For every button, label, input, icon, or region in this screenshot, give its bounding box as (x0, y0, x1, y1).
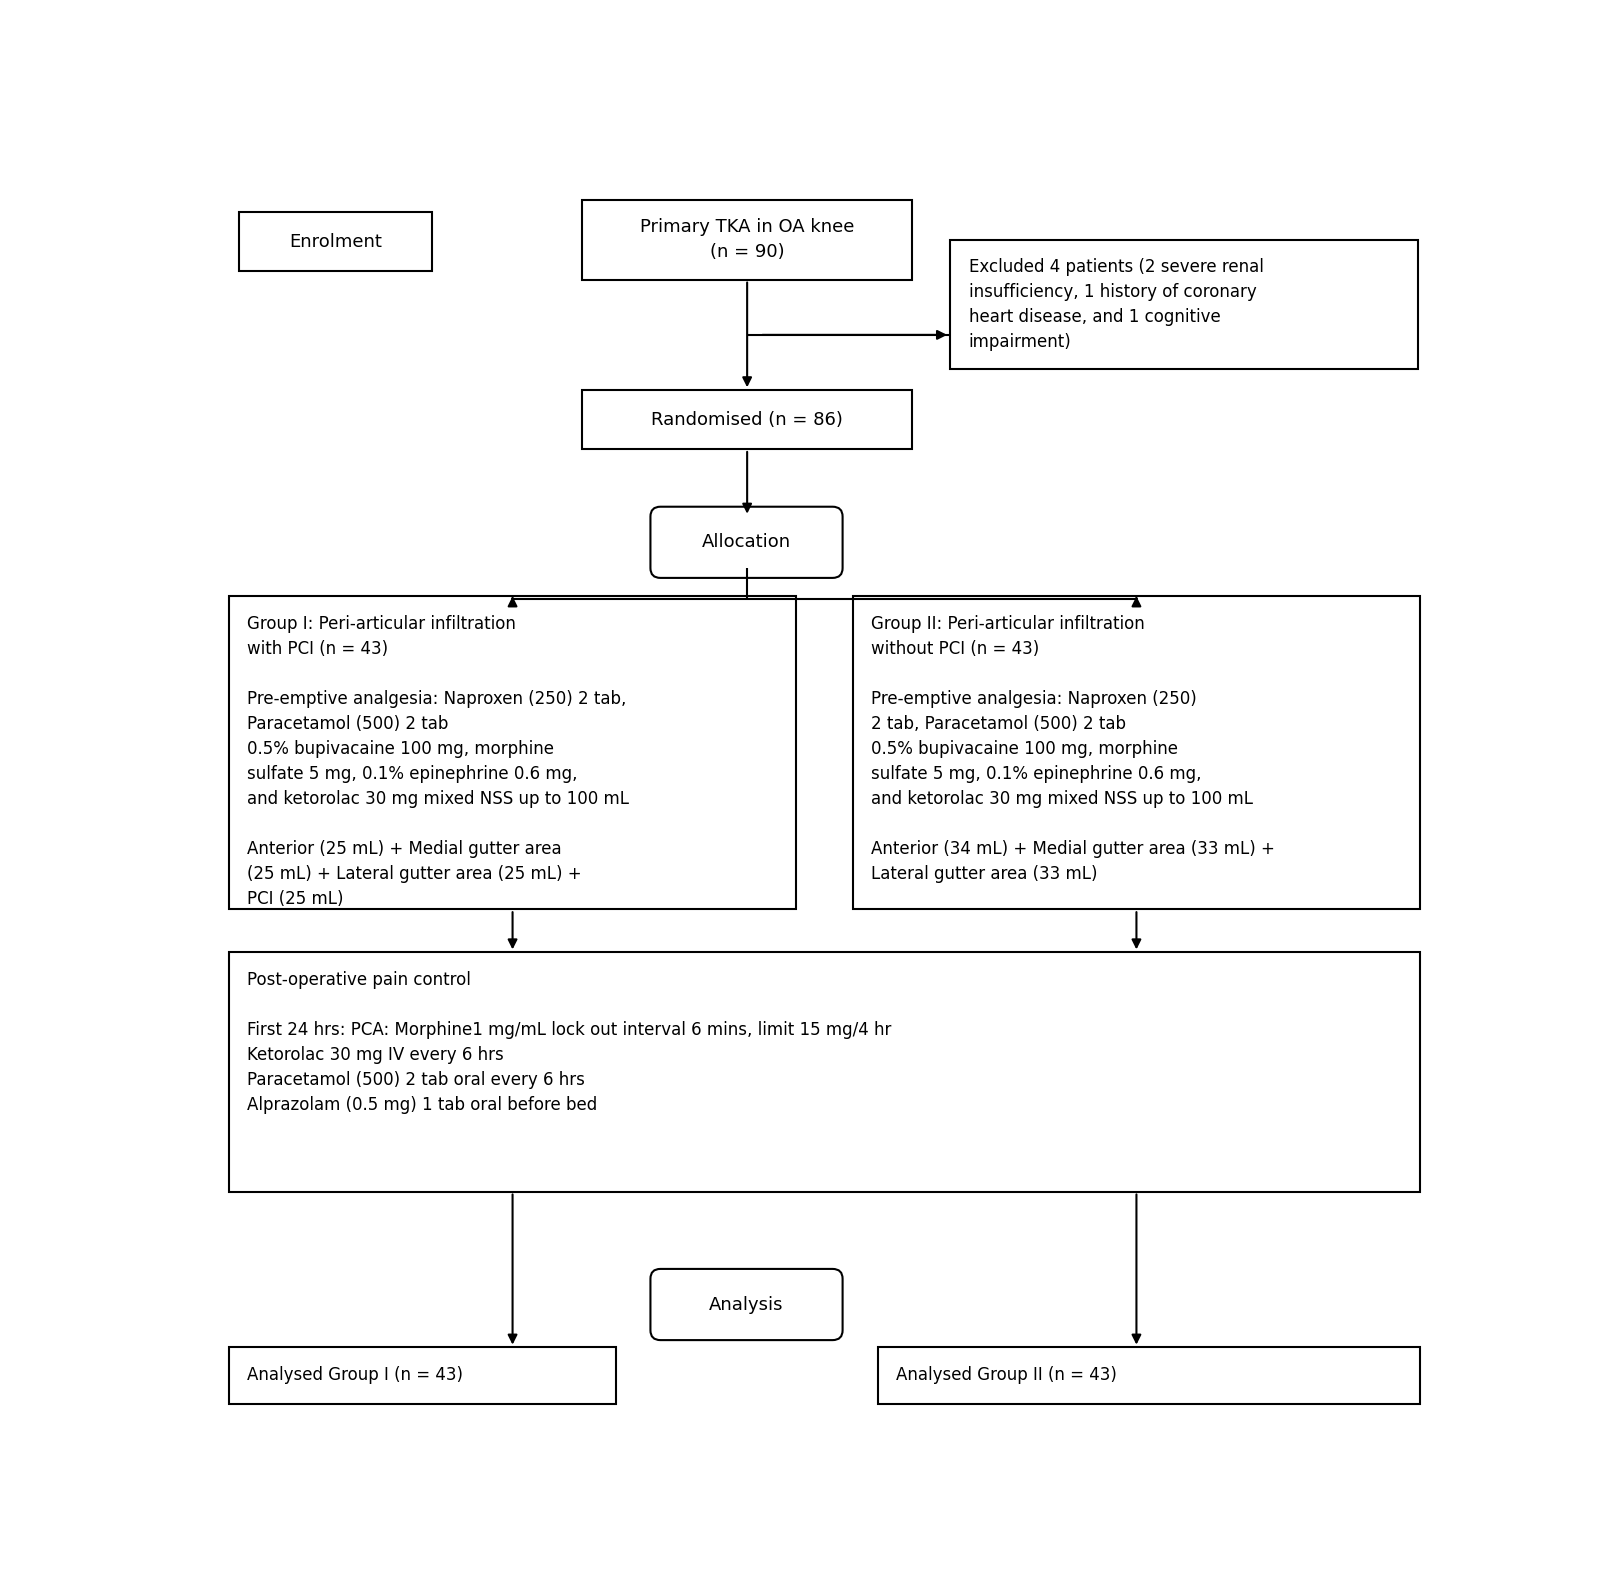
Text: Randomised (n = 86): Randomised (n = 86) (650, 411, 844, 429)
Text: Post-operative pain control

First 24 hrs: PCA: Morphine1 mg/mL lock out interva: Post-operative pain control First 24 hrs… (248, 971, 892, 1114)
Text: Analysis: Analysis (710, 1296, 784, 1313)
Bar (877, 1347, 1420, 1404)
Bar (853, 596, 1420, 909)
Bar (581, 391, 913, 450)
Bar (229, 1347, 615, 1404)
Text: Primary TKA in OA knee
(n = 90): Primary TKA in OA knee (n = 90) (639, 218, 855, 261)
Bar (229, 952, 1420, 1192)
FancyBboxPatch shape (650, 1269, 842, 1341)
Text: Allocation: Allocation (702, 534, 791, 552)
Text: Group II: Peri-articular infiltration
without PCI (n = 43)

Pre-emptive analgesi: Group II: Peri-articular infiltration wi… (871, 615, 1275, 883)
Bar (581, 199, 913, 279)
Bar (229, 596, 797, 909)
Bar (238, 212, 431, 271)
Text: Excluded 4 patients (2 severe renal
insufficiency, 1 history of coronary
heart d: Excluded 4 patients (2 severe renal insu… (969, 258, 1264, 351)
Text: Enrolment: Enrolment (288, 233, 382, 250)
FancyBboxPatch shape (650, 507, 842, 579)
Text: Analysed Group I (n = 43): Analysed Group I (n = 43) (248, 1366, 464, 1384)
Bar (950, 241, 1418, 370)
Text: Analysed Group II (n = 43): Analysed Group II (n = 43) (897, 1366, 1117, 1384)
Text: Group I: Peri-articular infiltration
with PCI (n = 43)

Pre-emptive analgesia: N: Group I: Peri-articular infiltration wit… (248, 615, 630, 907)
